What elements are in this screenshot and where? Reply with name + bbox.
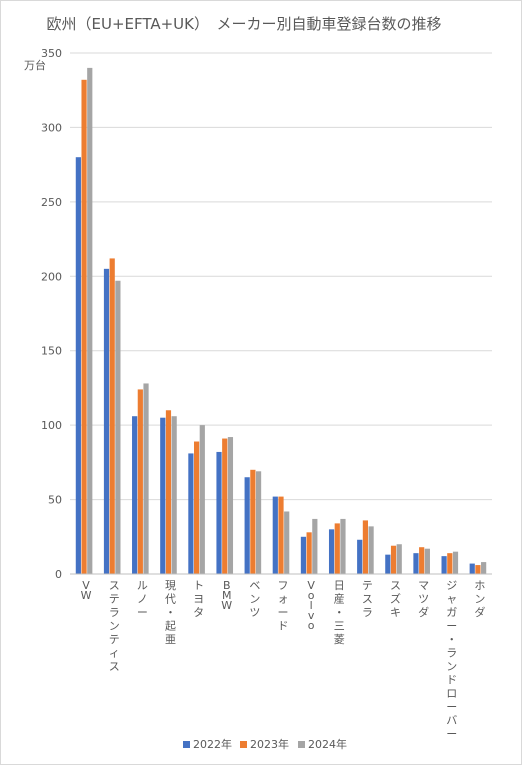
y-tick-label: 150 [41, 345, 62, 358]
y-tick-label: 50 [48, 494, 62, 507]
y-axis-ticks: 0 50 100 150 200 250 300 350 [41, 47, 62, 581]
bar [284, 511, 290, 574]
bar [137, 389, 143, 574]
legend-label: 2023年 [250, 737, 289, 751]
bar [396, 544, 402, 574]
y-tick-label: 0 [55, 568, 62, 581]
y-tick-label: 300 [41, 121, 62, 134]
y-tick-label: 100 [41, 419, 62, 432]
bar [419, 547, 425, 574]
bar [255, 471, 262, 574]
bar [357, 539, 363, 574]
legend-label: 2022年 [193, 737, 232, 751]
bar [81, 79, 87, 574]
x-axis-ticks: V W ステランティス ルノー 現代・起亜 トヨタ B M W ベンツ フォード V o l v o 日産・三菱… [81, 579, 486, 741]
legend-swatch [183, 741, 190, 748]
bar [115, 280, 121, 574]
x-tick-label: ベンツ [249, 579, 260, 619]
bar [368, 526, 374, 574]
bar [385, 554, 391, 574]
legend-swatch [240, 741, 247, 748]
bar [199, 425, 205, 574]
bar [250, 469, 256, 574]
bar [362, 520, 368, 574]
bar [194, 441, 200, 574]
bar [278, 496, 284, 574]
y-axis-unit-label: 万台 [24, 58, 46, 72]
bar [272, 496, 278, 574]
bar [328, 529, 335, 574]
bar [334, 523, 340, 574]
x-tick-label: トヨタ [193, 579, 204, 619]
bar [227, 437, 234, 574]
chart-title: 欧州（EU+EFTA+UK） メーカー別自動車登録台数の推移 [46, 15, 441, 33]
bar [216, 451, 222, 574]
x-tick-label: スズキ [390, 579, 401, 619]
bar [165, 410, 172, 574]
bar [481, 562, 487, 574]
y-tick-label: 250 [41, 196, 62, 209]
bar [160, 417, 166, 574]
x-tick-label: ジャガー・ランドローバー [446, 579, 457, 741]
y-tick-label: 350 [41, 47, 62, 60]
bar [452, 551, 459, 574]
bar [171, 416, 177, 574]
bar [413, 553, 419, 574]
legend-swatch [298, 741, 305, 748]
x-tick-label: ホンダ [474, 579, 485, 619]
bar [306, 532, 312, 574]
bar [244, 477, 250, 574]
legend: 2022年 2023年 2024年 [183, 737, 347, 751]
x-tick-label: 日産・三菱 [334, 579, 345, 646]
bar [132, 416, 138, 574]
bar [300, 536, 307, 574]
bar [475, 565, 481, 574]
bar [340, 518, 346, 574]
bar [188, 453, 194, 574]
bars [75, 67, 487, 574]
x-tick-label: 現代・起亜 [165, 579, 176, 646]
bar [75, 157, 81, 574]
bar [87, 67, 93, 574]
x-tick-label: ステランティス [109, 579, 120, 673]
x-tick-label: マツダ [418, 579, 429, 619]
x-tick-label: テスラ [362, 579, 373, 619]
bar [222, 438, 228, 574]
bar [143, 383, 149, 574]
x-tick-label: フォード [278, 579, 289, 633]
y-tick-label: 200 [41, 270, 62, 283]
bar [103, 268, 110, 574]
legend-label: 2024年 [308, 737, 347, 751]
bar [447, 553, 453, 574]
bar [469, 563, 475, 574]
bar [312, 518, 318, 574]
bar [390, 545, 397, 574]
bar [109, 258, 115, 574]
bar [441, 556, 447, 574]
x-tick-label: ルノー [137, 579, 148, 619]
bar [424, 548, 430, 574]
